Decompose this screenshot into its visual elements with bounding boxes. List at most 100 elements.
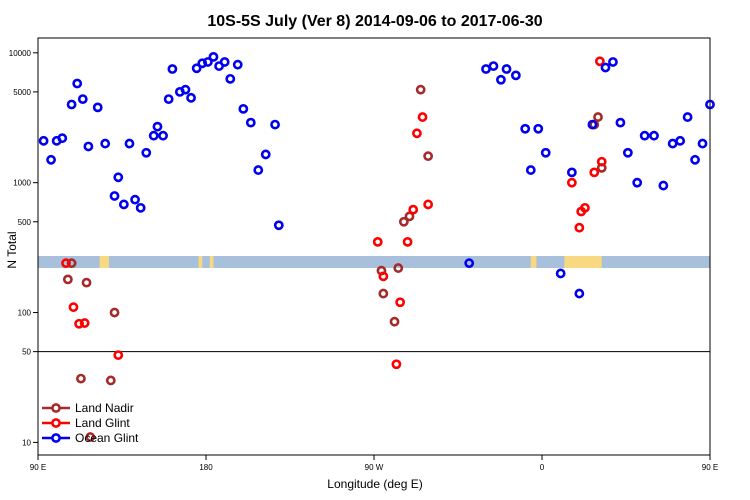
point-land_glint [574, 222, 585, 233]
point-ocean_glint [92, 102, 103, 113]
map-land-patch [209, 256, 214, 268]
point-ocean_glint [260, 149, 271, 160]
x-axis: 90 E 180 90 W 0 90 E [30, 455, 718, 472]
point-ocean_glint [520, 123, 531, 134]
point-ocean_glint [464, 258, 475, 269]
point-ocean_glint [566, 167, 577, 178]
y-tick-label: 1000 [13, 179, 31, 188]
point-ocean_glint [270, 119, 280, 130]
legend-marker-land_glint [51, 418, 61, 428]
point-ocean_glint [57, 133, 68, 144]
point-land_glint [412, 128, 422, 139]
point-ocean_glint [152, 121, 163, 132]
point-land_glint [423, 199, 434, 210]
point-land_glint [580, 202, 590, 213]
point-land_glint [417, 112, 428, 122]
point-ocean_glint [113, 172, 124, 183]
point-ocean_glint [501, 64, 512, 74]
point-ocean_glint [158, 130, 168, 141]
y-tick-label: 100 [18, 309, 32, 318]
map-ocean-strip [38, 256, 710, 268]
point-land_nadir [81, 277, 92, 288]
point-land_nadir [393, 263, 404, 273]
point-land_glint [113, 350, 124, 361]
point-land_nadir [593, 112, 603, 122]
point-ocean_glint [186, 92, 196, 103]
point-land_nadir [85, 432, 96, 442]
point-land_glint [74, 318, 84, 329]
x-tick-label: 90 E [30, 463, 46, 472]
point-land_glint [378, 271, 389, 282]
point-ocean_glint [167, 64, 178, 74]
point-land_nadir [415, 84, 426, 95]
point-land_nadir [76, 373, 86, 384]
point-ocean_glint [697, 138, 708, 149]
point-ocean_glint [496, 74, 506, 85]
y-tick-label: 50 [22, 348, 31, 357]
point-ocean_glint [197, 58, 208, 69]
y-tick-label: 10 [22, 438, 31, 447]
x-tick-label: 90 E [702, 463, 718, 472]
point-ocean_glint [72, 78, 83, 89]
point-ocean_glint [130, 194, 140, 205]
point-land_glint [594, 56, 605, 67]
y-tick-label: 10000 [9, 49, 32, 58]
point-ocean_glint [555, 268, 566, 279]
point-land_glint [589, 167, 600, 178]
point-land_nadir [389, 316, 400, 327]
point-ocean_glint [38, 135, 49, 146]
world-map-band [38, 256, 710, 268]
point-ocean_glint [208, 51, 219, 62]
point-ocean_glint [608, 57, 618, 67]
point-ocean_glint [245, 117, 256, 128]
point-ocean_glint [83, 141, 94, 152]
point-land_glint [372, 236, 383, 247]
point-land_nadir [109, 307, 120, 318]
point-land_glint [68, 302, 79, 313]
map-land-patch [530, 256, 537, 268]
point-ocean_glint [253, 165, 264, 175]
point-ocean_glint [587, 119, 598, 130]
point-ocean_glint [667, 138, 678, 149]
legend-marker-land_nadir [51, 403, 61, 413]
point-land_nadir [62, 274, 73, 285]
point-ocean_glint [219, 57, 230, 67]
point-ocean_glint [100, 138, 111, 149]
plot-frame [37, 37, 711, 456]
point-ocean_glint [690, 154, 700, 165]
point-ocean_glint [510, 70, 521, 81]
data-points [38, 51, 715, 442]
map-land-patch [198, 256, 203, 268]
point-land_nadir [398, 216, 409, 227]
y-axis: 10 50 100 500 1000 5000 10000 [9, 49, 38, 447]
point-land_glint [408, 204, 419, 215]
point-land_glint [79, 318, 90, 328]
point-ocean_glint [109, 191, 120, 201]
point-ocean_glint [273, 220, 284, 231]
point-land_glint [566, 177, 577, 188]
point-land_glint [402, 236, 413, 247]
point-ocean_glint [615, 117, 626, 128]
point-land_nadir [378, 288, 389, 299]
legend-marker-ocean_glint [51, 433, 61, 443]
point-ocean_glint [191, 63, 202, 74]
point-ocean_glint [540, 147, 551, 158]
map-land-patch [564, 256, 602, 268]
point-land_glint [391, 359, 402, 370]
point-ocean_glint [525, 165, 536, 175]
point-land_glint [596, 156, 607, 167]
point-land_nadir [423, 151, 434, 162]
point-ocean_glint [202, 57, 213, 67]
point-ocean_glint [533, 123, 544, 134]
point-land_glint [395, 297, 406, 308]
x-tick-label: 90 W [365, 463, 384, 472]
legend-label-ocean_glint: Ocean Glint [75, 431, 139, 445]
point-ocean_glint [118, 199, 129, 210]
point-ocean_glint [232, 59, 243, 70]
point-ocean_glint [675, 135, 686, 146]
x-axis-title: Longitude (deg E) [327, 477, 422, 491]
y-tick-label: 500 [18, 218, 32, 227]
point-ocean_glint [135, 202, 146, 213]
